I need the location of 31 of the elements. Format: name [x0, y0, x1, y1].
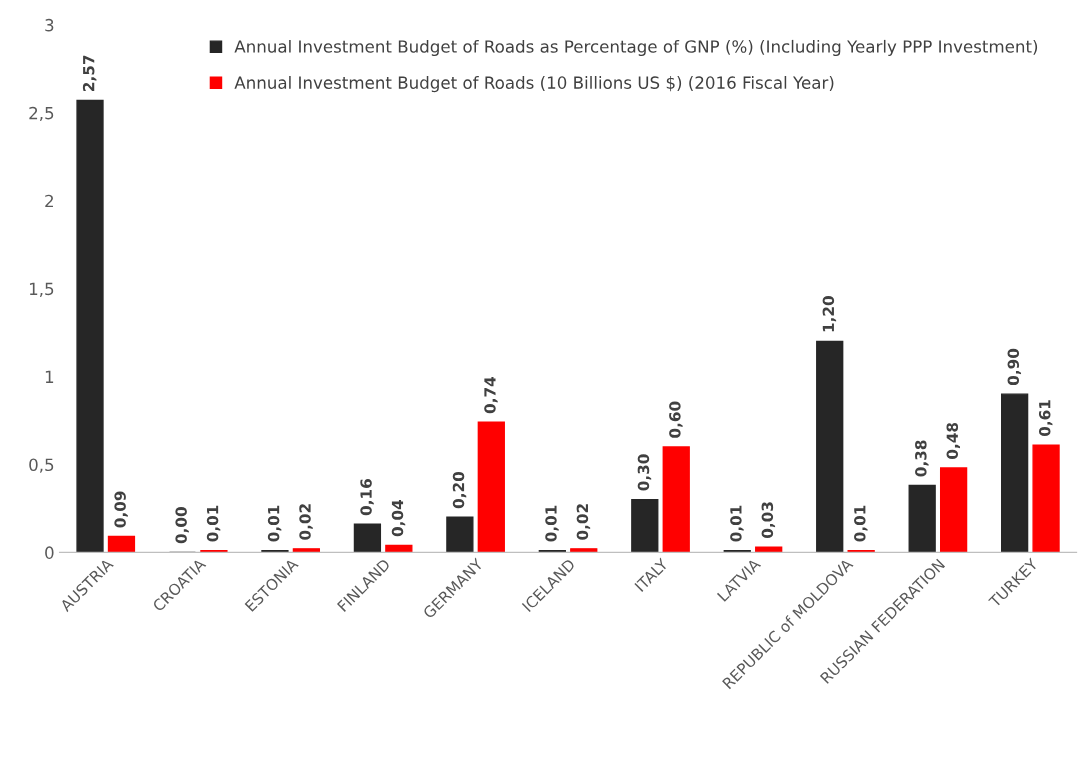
data-label: 0,48 — [946, 422, 960, 459]
data-label: 0,00 — [175, 507, 189, 544]
data-label: 0,20 — [452, 471, 467, 509]
data-label: 0,02 — [576, 504, 591, 540]
data-label: 0,01 — [730, 505, 744, 542]
legend-label: Annual Investment Budget of Roads (10 Billions US $) (2016 Fiscal Year) — [234, 76, 834, 93]
data-label: 0,16 — [360, 479, 374, 516]
y-tick-label: 1,5 — [29, 282, 54, 297]
data-label: 0,09 — [114, 491, 128, 528]
y-tick-label: 2 — [45, 194, 53, 208]
y-tick-label: 0 — [45, 546, 54, 559]
data-label: 0,90 — [1007, 348, 1022, 386]
data-label: 1,20 — [822, 296, 837, 332]
data-label: 0,74 — [484, 376, 498, 414]
data-label: 0,38 — [915, 440, 929, 477]
legend-label: Annual Investment Budget of Roads as Percentage of GNP (%) (Including Yearly PPP Investment) — [234, 39, 1038, 57]
data-label: 0,04 — [391, 500, 406, 537]
y-tick-label: 1 — [45, 370, 54, 383]
data-label: 0,61 — [1038, 400, 1053, 437]
data-label: 0,30 — [637, 454, 652, 491]
data-label: 0,03 — [761, 502, 776, 539]
data-label: 0,02 — [299, 504, 313, 540]
y-tick-label: 3 — [45, 18, 54, 32]
data-label: 0,01 — [206, 505, 221, 542]
y-tick-label: 2,5 — [29, 106, 54, 122]
data-label: 0,01 — [854, 505, 868, 542]
data-label: 0,60 — [669, 401, 683, 438]
data-label: 2,57 — [82, 55, 97, 91]
data-label: 0,01 — [545, 505, 559, 542]
y-tick-label: 0,5 — [29, 458, 54, 473]
data-label: 0,01 — [267, 505, 282, 542]
